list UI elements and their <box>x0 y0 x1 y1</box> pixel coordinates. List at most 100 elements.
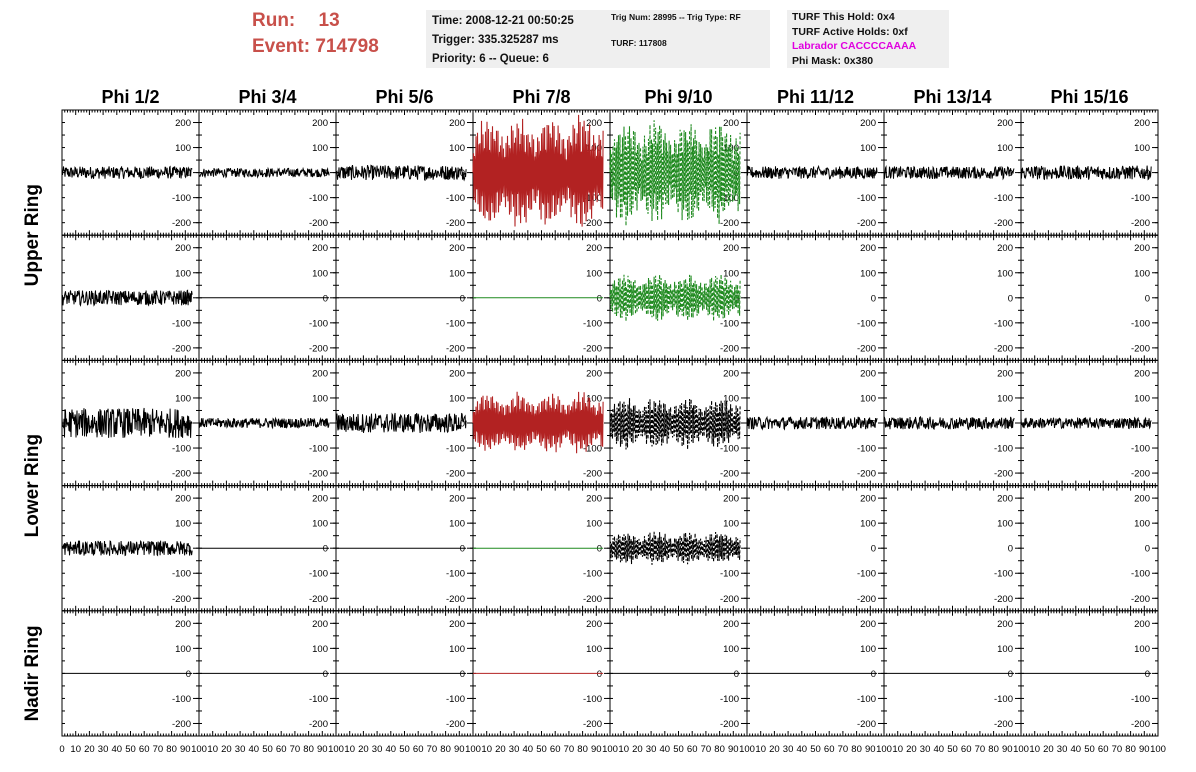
y-tick-label: -200 <box>583 218 602 229</box>
y-tick-label: -200 <box>857 343 876 354</box>
y-tick-label: -200 <box>446 218 465 229</box>
y-tick-label: 0 <box>1145 544 1150 555</box>
y-tick-label: 100 <box>997 143 1013 154</box>
y-tick-label: -100 <box>446 569 465 580</box>
y-tick-label: -200 <box>583 594 602 605</box>
y-tick-label: -200 <box>309 594 328 605</box>
y-tick-label: 0 <box>460 669 465 680</box>
waveform-trace-r3-c4 <box>472 391 604 454</box>
y-tick-label: -100 <box>994 318 1013 329</box>
y-tick-label: 100 <box>997 393 1013 404</box>
y-tick-label: 0 <box>1008 168 1013 179</box>
y-tick-label: -100 <box>309 318 328 329</box>
y-tick-label: -100 <box>994 193 1013 204</box>
y-tick-label: -100 <box>857 318 876 329</box>
y-tick-label: -100 <box>172 444 191 455</box>
priority-text: Priority: 6 -- Queue: 6 <box>432 53 549 65</box>
y-tick-label: -100 <box>1131 193 1150 204</box>
waveform-trace-r3-c5 <box>609 398 741 450</box>
y-tick-label: 0 <box>734 669 739 680</box>
waveform-trace-r1-c7 <box>883 165 1015 181</box>
phi-title-1: Phi 1/2 <box>101 87 159 107</box>
y-tick-label: 0 <box>871 544 876 555</box>
y-tick-label: -100 <box>583 318 602 329</box>
y-tick-label: 100 <box>312 143 328 154</box>
y-tick-label: 200 <box>723 619 739 630</box>
y-tick-label: -100 <box>172 193 191 204</box>
waveform-trace-r1-c1 <box>61 165 193 179</box>
waveform-trace-r1-c4 <box>472 114 604 227</box>
y-tick-label: -100 <box>446 193 465 204</box>
y-tick-label: 200 <box>175 494 191 505</box>
y-tick-label: -200 <box>1131 218 1150 229</box>
y-tick-label: 100 <box>312 393 328 404</box>
y-tick-label: -200 <box>857 469 876 480</box>
y-tick-label: 0 <box>597 293 602 304</box>
y-tick-label: 100 <box>449 393 465 404</box>
y-tick-label: -100 <box>309 694 328 705</box>
y-tick-label: 200 <box>723 243 739 254</box>
y-tick-label: 100 <box>723 519 739 530</box>
y-tick-label: -100 <box>1131 444 1150 455</box>
y-tick-label: -200 <box>1131 594 1150 605</box>
y-tick-label: 200 <box>997 118 1013 129</box>
y-tick-label: -200 <box>583 469 602 480</box>
phi-title-2: Phi 3/4 <box>238 87 296 107</box>
y-tick-label: 100 <box>586 519 602 530</box>
waveform-trace-r4-c5 <box>609 531 741 565</box>
y-tick-label: -200 <box>172 719 191 730</box>
y-tick-label: 200 <box>175 118 191 129</box>
y-tick-label: 200 <box>586 494 602 505</box>
y-tick-label: 100 <box>175 268 191 279</box>
y-tick-label: -200 <box>446 594 465 605</box>
ring-title-upper-ring: Upper Ring <box>22 184 43 286</box>
y-tick-label: 100 <box>449 143 465 154</box>
y-tick-label: 200 <box>586 368 602 379</box>
y-tick-label: 100 <box>175 519 191 530</box>
y-tick-label: -200 <box>720 343 739 354</box>
phi-title-8: Phi 15/16 <box>1050 87 1128 107</box>
phi-title-6: Phi 11/12 <box>777 87 854 107</box>
y-tick-label: -200 <box>172 594 191 605</box>
y-tick-label: -100 <box>720 569 739 580</box>
y-tick-label: -200 <box>1131 469 1150 480</box>
y-tick-label: -100 <box>857 444 876 455</box>
y-tick-label: 0 <box>460 293 465 304</box>
y-tick-label: 200 <box>312 368 328 379</box>
y-tick-label: 200 <box>586 118 602 129</box>
y-tick-label: 200 <box>586 243 602 254</box>
y-tick-label: -200 <box>583 719 602 730</box>
y-tick-label: -100 <box>309 444 328 455</box>
y-tick-label: 0 <box>323 544 328 555</box>
y-tick-label: 100 <box>1134 519 1150 530</box>
waveform-trace-r3-c7 <box>883 415 1015 431</box>
turf-info-box: TURF This Hold: 0x4 TURF Active Holds: 0… <box>787 10 949 68</box>
y-tick-label: -100 <box>583 569 602 580</box>
y-tick-label: 100 <box>723 393 739 404</box>
y-tick-label: -200 <box>309 469 328 480</box>
y-tick-label: 200 <box>723 368 739 379</box>
y-tick-label: 0 <box>186 669 191 680</box>
y-tick-label: 100 <box>1134 268 1150 279</box>
y-tick-label: -200 <box>720 469 739 480</box>
waveform-trace-r3-c3 <box>335 412 467 434</box>
y-tick-label: 0 <box>1145 293 1150 304</box>
y-tick-label: 100 <box>723 644 739 655</box>
y-tick-label: -200 <box>446 719 465 730</box>
y-tick-label: -200 <box>857 594 876 605</box>
y-tick-label: 200 <box>449 619 465 630</box>
y-tick-label: -200 <box>720 218 739 229</box>
y-tick-label: 100 <box>586 268 602 279</box>
labrador-text: Labrador CACCCCAAAA <box>792 40 917 52</box>
y-tick-label: -200 <box>172 469 191 480</box>
y-tick-label: 100 <box>997 519 1013 530</box>
waveform-trace-r1-c6 <box>746 164 878 180</box>
y-tick-label: 0 <box>597 544 602 555</box>
y-tick-label: -100 <box>309 193 328 204</box>
y-tick-label: -100 <box>857 193 876 204</box>
run-label: Run: <box>252 10 296 31</box>
y-tick-label: 200 <box>312 619 328 630</box>
y-tick-label: 100 <box>586 644 602 655</box>
y-tick-label: 0 <box>186 544 191 555</box>
y-tick-label: 100 <box>312 519 328 530</box>
